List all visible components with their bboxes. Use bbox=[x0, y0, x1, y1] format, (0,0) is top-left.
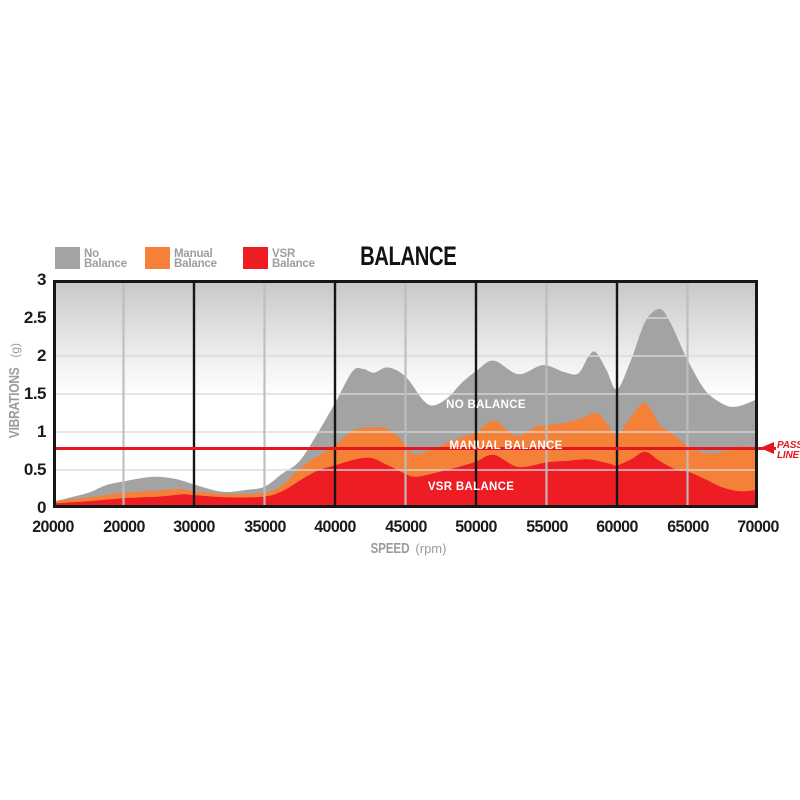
y-tick-label: 3 bbox=[37, 270, 46, 289]
y-tick-label: 2 bbox=[37, 346, 46, 365]
manual-balance-swatch-icon bbox=[145, 247, 170, 269]
x-tick-label: 55000 bbox=[525, 517, 568, 536]
legend-label-line: No bbox=[84, 246, 99, 260]
vsr-balance-swatch-icon bbox=[243, 247, 268, 269]
legend-item-manual-balance: Manual Balance bbox=[145, 247, 219, 269]
legend-label-line: Manual bbox=[174, 246, 213, 260]
x-axis-title-text: SPEED bbox=[370, 540, 409, 557]
x-tick-label: 20000 bbox=[102, 517, 145, 536]
x-axis-unit: (rpm) bbox=[415, 541, 447, 556]
legend-item-no-balance: No Balance bbox=[55, 247, 129, 269]
legend-label-line: Balance bbox=[272, 256, 315, 270]
pass-line-label-line: PASS bbox=[777, 438, 800, 451]
x-tick-label: 40000 bbox=[314, 517, 356, 536]
legend-item-vsr-balance: VSR Balance bbox=[243, 247, 317, 269]
x-tick-label: 65000 bbox=[666, 517, 709, 536]
area-label-vsr-balance: VSR BALANCE bbox=[427, 481, 515, 493]
chart-title: BALANCE bbox=[308, 241, 508, 272]
plot-area: NO BALANCE MANUAL BALANCE VSR BALANCE bbox=[53, 280, 758, 508]
y-tick-label: 0.5 bbox=[23, 460, 47, 479]
pass-line-arrow-icon bbox=[760, 442, 774, 455]
no-balance-swatch-icon bbox=[55, 247, 80, 269]
legend-label-line: Balance bbox=[174, 256, 217, 270]
y-tick-label: 1.5 bbox=[23, 384, 47, 403]
area-label-no-balance: NO BALANCE bbox=[446, 399, 526, 411]
pass-line-label: PASS LINE bbox=[777, 438, 800, 461]
x-tick-label: 45000 bbox=[384, 517, 427, 536]
x-tick-label: 35000 bbox=[243, 517, 286, 536]
legend-label-vsr-balance: VSR Balance bbox=[272, 246, 315, 270]
pass-line bbox=[53, 447, 776, 451]
pass-line-label-line: LINE bbox=[777, 448, 799, 461]
x-tick-label: 60000 bbox=[596, 517, 638, 536]
y-tick-label: 0 bbox=[37, 498, 46, 517]
x-tick-label: 70000 bbox=[737, 517, 779, 536]
legend-label-no-balance: No Balance bbox=[84, 246, 127, 270]
x-tick-label: 50000 bbox=[455, 517, 497, 536]
y-tick-label: 1 bbox=[37, 422, 46, 441]
x-tick-label: 20000 bbox=[32, 517, 74, 536]
y-tick-label: 2.5 bbox=[23, 308, 47, 327]
x-axis-title: SPEED (rpm) bbox=[53, 540, 758, 558]
legend-label-manual-balance: Manual Balance bbox=[174, 246, 217, 270]
chart-title-text: BALANCE bbox=[359, 241, 457, 271]
legend-label-line: VSR bbox=[272, 246, 296, 260]
area-label-manual-balance: MANUAL BALANCE bbox=[449, 440, 563, 452]
x-tick-label: 30000 bbox=[173, 517, 215, 536]
legend-label-line: Balance bbox=[84, 256, 127, 270]
chart-svg bbox=[53, 280, 758, 508]
